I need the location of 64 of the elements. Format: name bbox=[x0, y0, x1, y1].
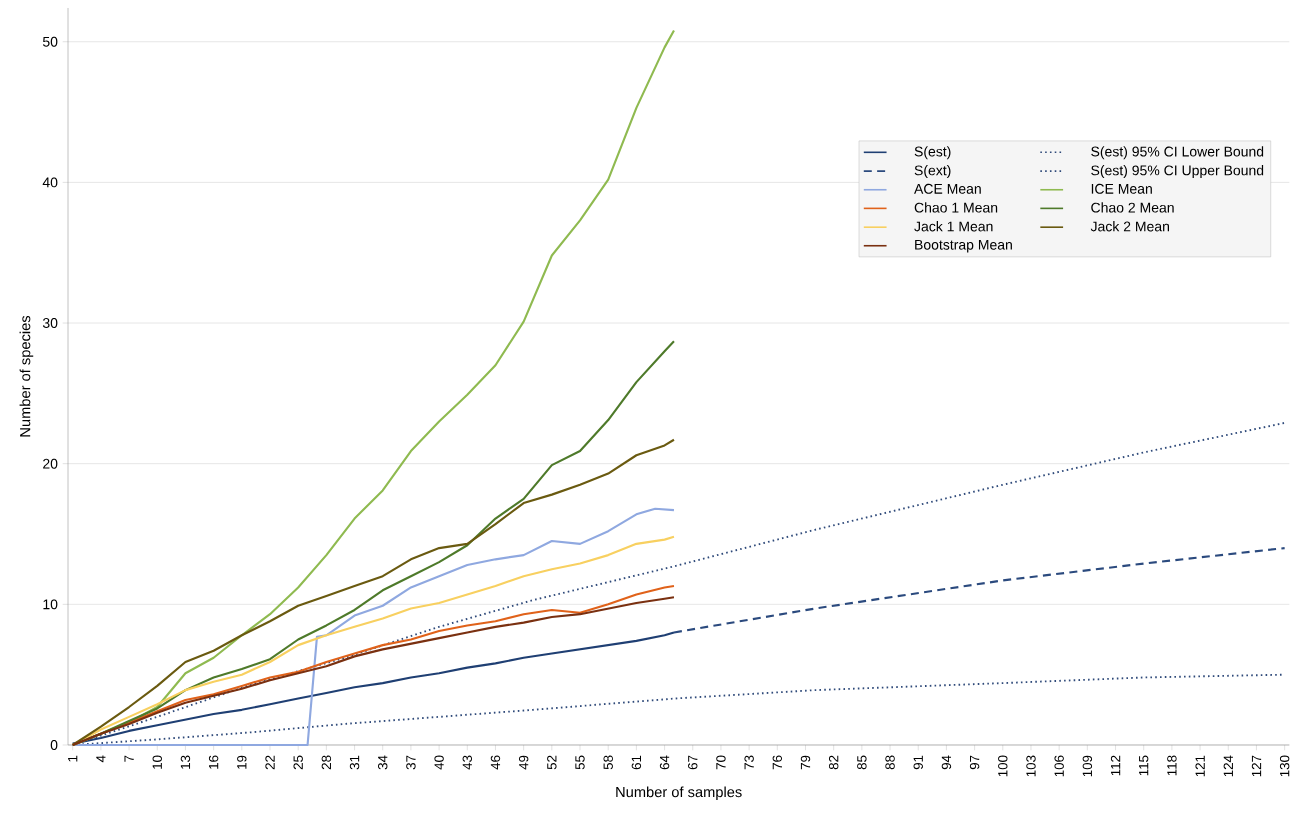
x-tick-label: 106 bbox=[1054, 755, 1064, 777]
x-tick-label: 40 bbox=[434, 755, 444, 770]
x-tick-label: 124 bbox=[1223, 755, 1233, 777]
x-tick-label: 22 bbox=[265, 755, 275, 770]
legend-label: Jack 2 Mean bbox=[1090, 221, 1169, 232]
x-tick-label: 64 bbox=[659, 755, 670, 770]
x-tick-label: 118 bbox=[1167, 755, 1177, 776]
legend-label: ACE Mean bbox=[914, 183, 981, 194]
line-series bbox=[71, 438, 676, 747]
legend-label: Chao 2 Mean bbox=[1091, 202, 1174, 213]
x-tick-label: 7 bbox=[124, 755, 134, 762]
x-tick-label: 73 bbox=[744, 755, 754, 770]
legend-label: Jack 1 Mean bbox=[914, 221, 993, 232]
x-tick-label: 82 bbox=[828, 755, 839, 770]
y-tick-label: 10 bbox=[43, 599, 58, 610]
x-tick-label: 127 bbox=[1251, 755, 1262, 777]
y-tick-label: 40 bbox=[42, 177, 58, 188]
legend-label: S(est) bbox=[914, 146, 951, 160]
x-tick-label: 34 bbox=[378, 755, 388, 770]
x-tick-label: 100 bbox=[998, 755, 1008, 777]
x-tick-label: 1 bbox=[68, 755, 78, 762]
x-tick-label: 13 bbox=[180, 755, 191, 769]
legend-label: Bootstrap Mean bbox=[915, 239, 1012, 253]
x-tick-label: 61 bbox=[631, 755, 642, 770]
y-tick-label: 20 bbox=[43, 458, 58, 469]
x-tick-label: 67 bbox=[688, 755, 698, 770]
x-tick-label: 112 bbox=[1110, 755, 1121, 776]
x-tick-label: 88 bbox=[885, 755, 895, 770]
x-tick-label: 91 bbox=[913, 755, 923, 770]
legend-label: Chao 1 Mean bbox=[914, 202, 998, 213]
legend-label: S(ext) bbox=[914, 165, 951, 179]
x-tick-label: 121 bbox=[1195, 755, 1205, 777]
x-tick-label: 25 bbox=[293, 755, 303, 770]
x-tick-label: 130 bbox=[1279, 755, 1290, 777]
legend-label: S(est) 95% CI Upper Bound bbox=[1091, 165, 1264, 179]
y-tick-label: 30 bbox=[42, 318, 58, 328]
x-tick-label: 43 bbox=[462, 755, 472, 770]
x-tick-label: 85 bbox=[857, 755, 867, 770]
x-tick-label: 31 bbox=[349, 755, 360, 770]
x-tick-label: 4 bbox=[96, 755, 106, 763]
x-tick-label: 109 bbox=[1082, 755, 1093, 777]
x-tick-label: 46 bbox=[490, 755, 501, 770]
x-tick-label: 97 bbox=[969, 755, 980, 770]
x-tick-label: 52 bbox=[547, 755, 557, 770]
x-tick-label: 49 bbox=[518, 755, 529, 770]
x-tick-label: 115 bbox=[1139, 755, 1149, 776]
y-tick-label: 0 bbox=[50, 740, 58, 750]
x-tick-label: 10 bbox=[152, 755, 162, 769]
x-tick-label: 16 bbox=[208, 755, 219, 769]
x-tick-label: 103 bbox=[1026, 755, 1036, 777]
x-tick-label: 28 bbox=[321, 755, 332, 770]
x-tick-label: 76 bbox=[772, 755, 783, 770]
x-tick-label: 94 bbox=[941, 755, 952, 770]
x-tick-label: 19 bbox=[237, 755, 247, 769]
x-tick-label: 70 bbox=[716, 755, 726, 770]
legend-label: ICE Mean bbox=[1091, 183, 1152, 194]
legend-label: S(est) 95% CI Lower Bound bbox=[1091, 146, 1264, 160]
x-tick-label: 55 bbox=[575, 755, 585, 770]
x-tick-label: 37 bbox=[406, 755, 416, 770]
y-axis-title: Number of species bbox=[19, 315, 34, 437]
x-tick-label: 79 bbox=[800, 755, 811, 770]
y-tick-label: 50 bbox=[42, 36, 58, 47]
x-axis-title: Number of samples bbox=[616, 786, 742, 801]
x-tick-label: 58 bbox=[603, 755, 613, 770]
